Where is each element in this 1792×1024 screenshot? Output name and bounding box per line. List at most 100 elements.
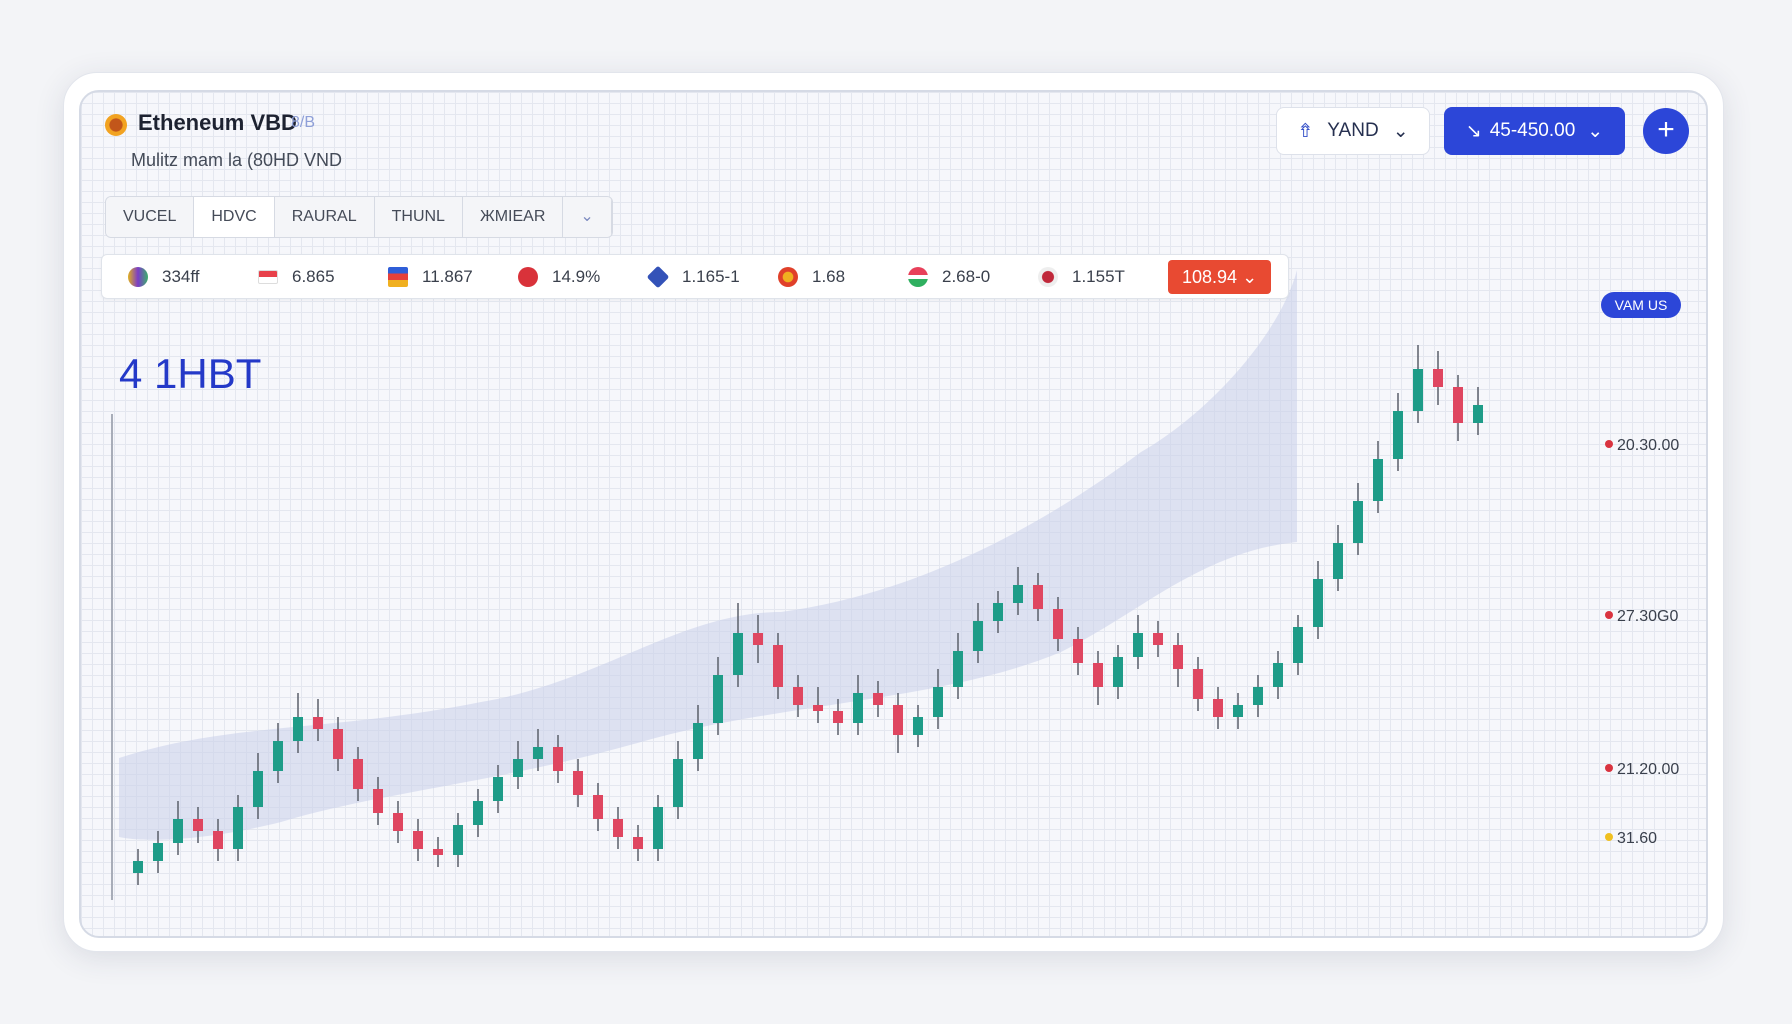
candle-body [1093,663,1103,687]
tabs: VUCEL HDVC RAURAL THUNL ЖMIEAR ⌄ [105,196,613,238]
candle-body [253,771,263,807]
candle-body [873,693,883,705]
chart-label: 4 1HBT [119,350,261,397]
candle-body [1053,609,1063,639]
candle-body [373,789,383,813]
candle-body [853,693,863,723]
candle-body [1313,579,1323,627]
candle-body [633,837,643,849]
ticker-value: 14.9% [552,266,601,286]
candle-body [593,795,603,819]
candle-body [1113,657,1123,687]
candles [133,345,1483,885]
candle-body [993,603,1003,621]
candle-body [913,717,923,735]
dot [1605,440,1613,448]
candle-body [273,741,283,771]
ticker[interactable]: 11.867 [388,266,518,287]
tag: 8/B [291,114,316,131]
candle-body [433,849,443,855]
candle-body [773,645,783,687]
candle-body [973,621,983,651]
tab[interactable]: RAURAL [274,197,375,237]
candle-body [693,723,703,759]
ticker-value: 1.155T [1072,266,1125,286]
ticker[interactable]: 6.865 [258,267,388,287]
ticker-value: 6.865 [292,266,335,286]
title: Etheneum VBD [138,110,297,135]
card: 4 1HBT VAM US 20.30.00 27.30G0 21.20.00 … [63,72,1724,952]
tab[interactable]: VUCEL [106,197,195,237]
candle-body [833,711,843,723]
ticker[interactable]: 14.9% [518,266,648,287]
candle-body [1453,387,1463,423]
candle-body [353,759,363,789]
candle-body [493,777,503,801]
candle-body [473,801,483,825]
candle-body [173,819,183,843]
candle-body [513,759,523,777]
candle-body [813,705,823,711]
ticker[interactable]: 2.68-0 [908,266,1038,287]
ticker[interactable]: 1.165-1 [646,265,778,288]
candle-body [1273,663,1283,687]
candle-body [1433,369,1443,387]
candle-body [213,831,223,849]
candle-body [533,747,543,759]
candle-body [153,843,163,861]
candle-body [793,687,803,705]
candle-body [893,705,903,735]
candle-body [1013,585,1023,603]
chart: 4 1HBT VAM US 20.30.00 27.30G0 21.20.00 … [111,270,1681,900]
candle-body [413,831,423,849]
ticker[interactable]: 1.155T [1038,266,1168,287]
candle-body [1173,645,1183,669]
tab-more[interactable]: ⌄ [563,197,612,237]
candle-body [1213,699,1223,717]
price-label: 21.20.00 [1617,761,1679,778]
tab[interactable]: THUNL [374,197,463,237]
candle-body [1413,369,1423,411]
candle-body [953,651,963,687]
candle-body [753,633,763,645]
ticker[interactable]: 1.68 [778,266,908,287]
candle-body [133,861,143,873]
candle-body [313,717,323,729]
candle-body [613,819,623,837]
panel: 4 1HBT VAM US 20.30.00 27.30G0 21.20.00 … [79,90,1708,938]
candle-body [1293,627,1303,663]
candle-body [653,807,663,849]
tab[interactable]: HDVC [194,197,275,237]
amount-label: 45-450.00 [1489,120,1576,141]
candle-body [553,747,563,771]
tab[interactable]: ЖMIEAR [462,197,564,237]
ticker-action[interactable]: 108.94 ⌄ [1168,259,1272,294]
candle-body [573,771,583,795]
candle-body [333,729,343,759]
candle-body [713,675,723,723]
add-button[interactable]: + [1643,108,1689,154]
dot [1605,833,1613,841]
candle-body [1153,633,1163,645]
candle-body [1033,585,1043,609]
ticker[interactable]: 334ff [128,266,258,287]
currency-button[interactable]: ⇮ YAND ⌄ [1276,107,1430,155]
candle-body [453,825,463,855]
candle-body [1353,501,1363,543]
coin-icon [105,114,127,136]
ticker-value: 1.68 [812,266,846,286]
candle-body [733,633,743,675]
candle-body [233,807,243,849]
currency-label: YAND [1327,120,1379,141]
badge: VAM US [1615,297,1668,313]
candle-body [1333,543,1343,579]
candle-body [1193,669,1203,699]
ticker-value: 2.68-0 [942,266,991,286]
price-label: 27.30G0 [1617,608,1678,625]
candle-body [393,813,403,831]
amount-button[interactable]: ↘ 45-450.00 ⌄ [1444,107,1625,155]
candle-body [673,759,683,807]
badge-bg [1601,292,1681,318]
candle-body [1233,705,1243,717]
